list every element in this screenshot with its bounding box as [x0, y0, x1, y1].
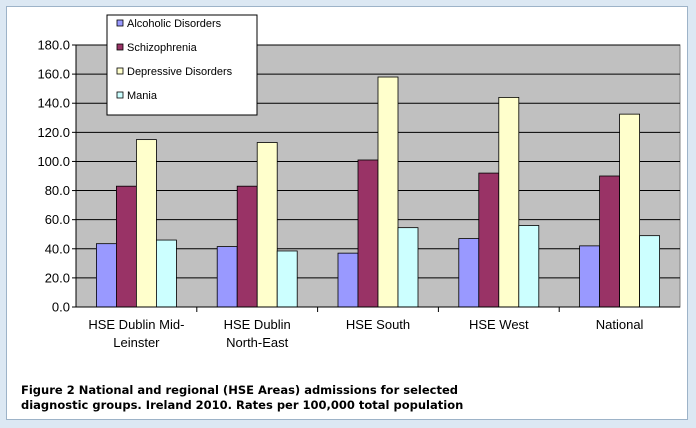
- bar: [397, 227, 419, 308]
- legend-box: [106, 14, 258, 116]
- bar: [337, 252, 359, 308]
- x-category-label: HSE Dublin North-East: [224, 317, 291, 350]
- bar: [498, 97, 520, 308]
- x-category-label: HSE West: [469, 317, 529, 332]
- y-tick-label: 80.0: [45, 183, 70, 198]
- bar: [116, 185, 137, 308]
- legend-swatch: [116, 67, 124, 75]
- y-tick-label: 160.0: [37, 67, 70, 82]
- y-tick-label: 120.0: [37, 125, 70, 140]
- bar: [619, 113, 640, 308]
- axes: [75, 45, 680, 308]
- caption-line-2: diagnostic groups. Ireland 2010. Rates p…: [21, 398, 464, 412]
- legend-label: Alcoholic Disorders: [127, 18, 222, 30]
- y-tick-label: 140.0: [37, 96, 70, 111]
- x-category-labels: HSE Dublin Mid-Leinster HSE Dublin North-E…: [88, 307, 644, 350]
- y-tick-label: 180.0: [37, 38, 70, 53]
- bar: [135, 139, 157, 308]
- legend: Alcoholic Disorders Schizophrenia Depressi…: [106, 14, 258, 116]
- legend-label: Schizophrenia: [127, 42, 198, 54]
- bar: [276, 250, 298, 308]
- bar: [216, 246, 238, 308]
- y-tick-label: 20.0: [45, 270, 70, 285]
- bar: [518, 225, 540, 308]
- legend-label: Depressive Disorders: [127, 66, 233, 78]
- y-tick-labels: 0.0 20.0 40.0 60.0 80.0 100.0 120.0 140.0 160.0 1…: [37, 38, 76, 315]
- bar: [377, 76, 399, 308]
- bar: [458, 238, 480, 308]
- bar: [96, 243, 117, 308]
- bar: [357, 159, 379, 308]
- legend-swatch: [116, 43, 124, 51]
- bar-chart: 0.0 20.0 40.0 60.0 80.0 100.0 120.0 140.0 160.0 1…: [37, 14, 681, 350]
- figure-caption: Figure 2 National and regional (HSE Area…: [21, 383, 681, 413]
- caption-line-1: Figure 2 National and regional (HSE Area…: [21, 383, 458, 397]
- bar: [256, 142, 278, 308]
- x-category-label: HSE South: [346, 317, 410, 332]
- legend-swatch: [116, 19, 124, 27]
- bars: [96, 76, 660, 308]
- x-category-label: National: [596, 317, 644, 332]
- legend-label: Mania: [127, 90, 158, 102]
- bar: [236, 185, 258, 308]
- y-tick-label: 40.0: [45, 241, 70, 256]
- x-category-label: HSE Dublin Mid-Leinster: [88, 317, 184, 350]
- y-tick-label: 60.0: [45, 212, 70, 227]
- bar: [579, 245, 600, 308]
- bar: [639, 235, 660, 308]
- y-tick-label: 100.0: [37, 154, 70, 169]
- figure-frame: 0.0 20.0 40.0 60.0 80.0 100.0 120.0 140.0 160.0 1…: [6, 6, 688, 420]
- bar: [599, 175, 620, 308]
- bar: [155, 239, 177, 308]
- y-tick-label: 0.0: [52, 300, 70, 315]
- bar: [478, 172, 500, 308]
- legend-swatch: [116, 91, 124, 99]
